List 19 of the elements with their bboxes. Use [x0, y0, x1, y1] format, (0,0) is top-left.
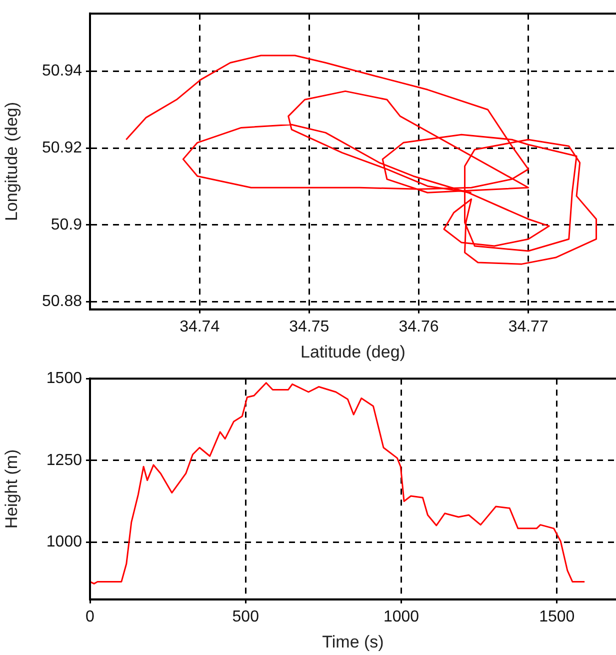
y-axis-title: Longitude (deg) [2, 102, 21, 222]
x-tick-label: 34.75 [289, 318, 330, 336]
x-tick-label: 1000 [383, 608, 420, 626]
x-axis-title: Time (s) [322, 632, 384, 652]
y-tick-label: 1000 [46, 534, 82, 551]
y-tick-label: 50.92 [42, 139, 82, 156]
y-tick-label: 50.9 [50, 216, 82, 234]
x-tick-label: 0 [86, 608, 95, 626]
x-tick-label: 1500 [539, 608, 575, 626]
x-axis-title: Latitude (deg) [300, 342, 406, 362]
x-tick-label: 34.77 [508, 318, 548, 336]
y-tick-label: 1500 [46, 370, 82, 388]
y-tick-label: 1250 [46, 452, 82, 469]
y-axis-title: Height (m) [2, 449, 21, 529]
y-tick-label: 50.88 [42, 293, 82, 310]
y-tick-label: 50.94 [42, 62, 82, 80]
x-tick-label: 34.76 [398, 318, 439, 336]
x-tick-label: 34.74 [180, 318, 220, 336]
x-tick-label: 500 [232, 608, 260, 626]
